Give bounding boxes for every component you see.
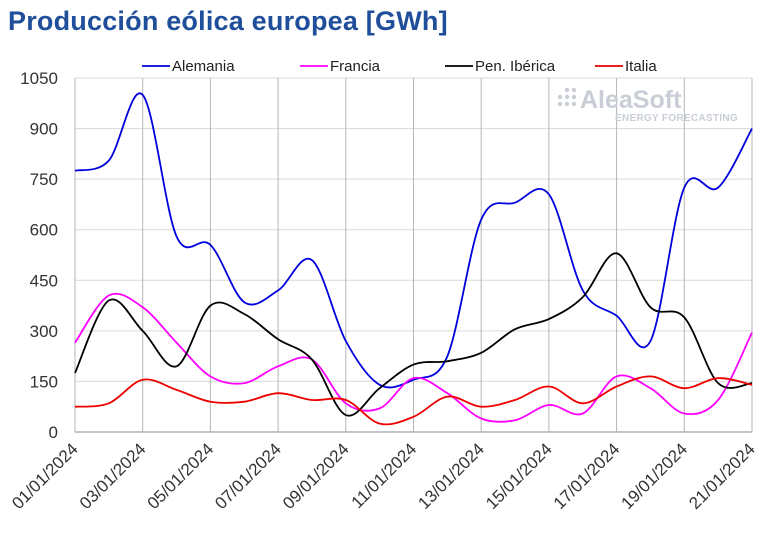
legend-label-francia: Francia (330, 58, 381, 75)
x-tick-label: 07/01/2024 (211, 439, 285, 513)
aleasoft-logo-icon (557, 87, 577, 107)
y-tick-label: 300 (30, 322, 58, 341)
y-tick-label: 600 (30, 221, 58, 240)
x-tick-label: 05/01/2024 (144, 439, 218, 513)
y-tick-label: 900 (30, 120, 58, 139)
y-tick-label: 150 (30, 372, 58, 391)
x-tick-label: 19/01/2024 (618, 439, 692, 513)
x-tick-label: 21/01/2024 (685, 439, 759, 513)
y-tick-label: 0 (49, 423, 58, 442)
legend: Alemania Francia Pen. Ibérica Italia (142, 58, 657, 75)
y-tick-label: 1050 (20, 69, 58, 88)
x-tick-label: 09/01/2024 (279, 439, 353, 513)
y-axis-ticks: 0 150 300 450 600 750 900 1050 (20, 69, 58, 442)
series-lines (74, 92, 753, 426)
x-tick-label: 01/01/2024 (8, 439, 82, 513)
legend-label-alemania: Alemania (172, 58, 235, 75)
series-line-francia (74, 292, 753, 423)
series-line-italia (74, 375, 753, 426)
aleasoft-watermark: AleaSoft ENERGY FORECASTING (557, 86, 738, 124)
watermark-tagline: ENERGY FORECASTING (615, 113, 738, 124)
series-line-pen-iberica (74, 252, 753, 417)
legend-label-pen-iberica: Pen. Ibérica (475, 58, 556, 75)
watermark-brand: AleaSoft (580, 86, 682, 114)
chart-title: Producción eólica europea [GWh] (8, 6, 448, 36)
x-tick-label: 03/01/2024 (76, 439, 150, 513)
x-tick-label: 13/01/2024 (414, 439, 488, 513)
x-tick-label: 17/01/2024 (550, 439, 624, 513)
y-tick-label: 750 (30, 170, 58, 189)
legend-label-italia: Italia (625, 58, 657, 75)
y-tick-label: 450 (30, 271, 58, 290)
x-axis-ticks: 01/01/202403/01/202405/01/202407/01/2024… (8, 439, 759, 513)
series-line-alemania (74, 92, 753, 389)
x-tick-label: 15/01/2024 (482, 439, 556, 513)
x-tick-label: 11/01/2024 (348, 439, 421, 512)
grid (74, 77, 753, 433)
